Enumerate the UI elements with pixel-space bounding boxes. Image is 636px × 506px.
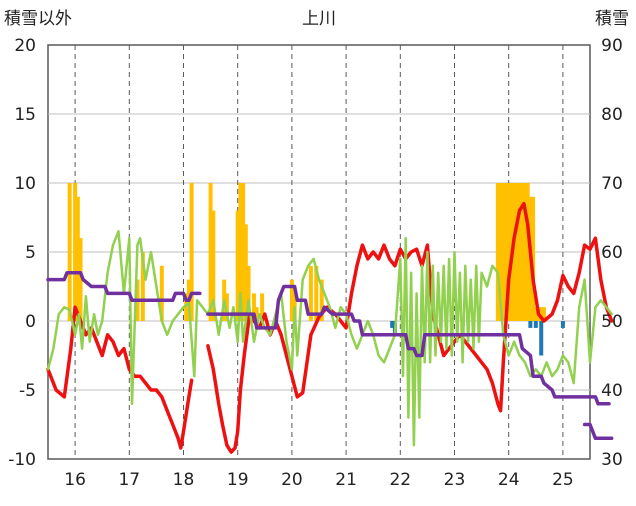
right-tick-label: 70 [601,174,623,194]
series-line-3 [46,270,202,303]
bar-mark [528,321,533,328]
x-tick-label: 21 [335,470,357,490]
bar-mark [501,183,506,321]
bar-mark [514,183,519,321]
bar-mark [159,265,164,321]
series-line-2 [46,230,613,447]
bar-mark [260,293,265,321]
bar-mark [533,321,538,328]
left-tick-label: 15 [14,105,36,125]
bar-mark [517,183,522,321]
left-tick-label: 5 [25,243,36,263]
right-tick-label: 80 [601,105,623,125]
x-tick-label: 19 [227,470,249,490]
bar-mark [224,293,229,321]
bar-mark [319,279,324,321]
right-tick-label: 30 [601,450,623,470]
series-line-1 [206,201,614,454]
bar-mark [238,183,243,321]
x-tick-label: 24 [498,470,520,490]
bar-mark [251,293,256,321]
right-tick-label: 60 [601,243,623,263]
bar-mark [184,293,189,321]
bar-mark [503,183,508,321]
bar-mark [541,307,546,321]
series-line-3 [582,422,614,441]
bar-mark [512,183,517,321]
x-tick-label: 16 [64,470,86,490]
right-tick-label: 90 [601,36,623,56]
right-tick-label: 40 [601,381,623,401]
bar-mark [308,265,313,321]
bar-mark [560,321,565,328]
left-tick-label: 0 [25,312,36,332]
x-tick-label: 23 [444,470,466,490]
bar-mark [211,210,216,321]
right-tick-label: 50 [601,312,623,332]
bar-mark [73,183,78,321]
bar-mark [75,196,80,321]
bar-mark [539,307,544,321]
bar-mark [522,183,527,321]
bar-mark [539,321,544,356]
left-tick-label: -10 [8,450,36,470]
bar-mark [506,183,511,321]
bar-mark [314,265,319,321]
bar-mark [208,183,213,321]
bar-mark [525,183,530,321]
bar-mark [533,307,538,321]
left-tick-label: 10 [14,174,36,194]
bar-mark [67,183,72,321]
bar-mark [241,183,246,321]
chart-title: 上川 [302,9,336,29]
bar-mark [140,252,145,321]
bar-mark [498,183,503,321]
x-tick-label: 20 [281,470,303,490]
right-axis-label: 積雪 [595,9,629,29]
bar-mark [246,265,251,321]
bar-mark [390,321,395,328]
bar-mark [531,196,536,321]
bar-mark [243,224,248,321]
x-tick-label: 22 [389,470,411,490]
bar-mark [495,183,500,321]
left-tick-label: 20 [14,36,36,56]
bar-mark [520,183,525,321]
series-layer [46,201,614,454]
x-tick-label: 18 [173,470,195,490]
left-axis-label: 積雪以外 [4,9,72,29]
bar-mark [235,210,240,321]
x-tick-label: 25 [552,470,574,490]
bar-mark [289,279,294,321]
bar-mark [78,238,83,321]
left-tick-label: -5 [19,381,36,401]
bar-mark [189,183,194,321]
series-line-3 [206,284,611,406]
bar-mark [254,307,259,321]
x-tick-label: 17 [118,470,140,490]
